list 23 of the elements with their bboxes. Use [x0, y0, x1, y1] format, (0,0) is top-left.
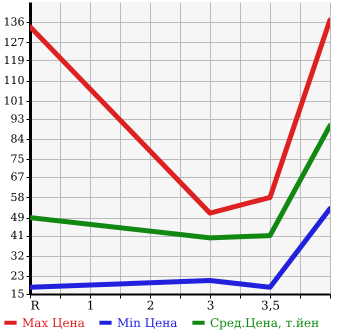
y-tick-label: 136	[4, 16, 24, 29]
y-tick-label: 58	[10, 190, 24, 204]
x-tick-label: 3	[206, 298, 214, 312]
y-tick-label: 84	[10, 132, 24, 146]
x-tick-label: 3,5	[260, 298, 280, 312]
y-tick-label: 32	[10, 249, 24, 262]
legend-label: Сред.Цена, т.йен	[210, 316, 320, 330]
y-tick-label: 41	[10, 229, 24, 242]
y-tick-label: 67	[10, 170, 24, 184]
y-tick-label: 49	[10, 211, 24, 224]
y-tick-label: 15	[10, 288, 24, 300]
y-tick-label: 119	[4, 54, 24, 67]
x-tick-label: 2	[146, 298, 154, 312]
y-tick-label: 75	[10, 152, 24, 166]
legend-label: Min Цена	[117, 316, 178, 330]
y-tick-label: 93	[10, 112, 24, 126]
x-tick-label: 1	[86, 298, 94, 312]
y-tick-label: 101	[4, 94, 24, 108]
y-tick-label: 23	[10, 270, 24, 283]
y-tick-label: 127	[4, 36, 24, 49]
y-tick-label: 110	[4, 74, 24, 88]
x-tick-label: R	[30, 298, 40, 312]
legend-label: Max Цена	[22, 316, 85, 330]
